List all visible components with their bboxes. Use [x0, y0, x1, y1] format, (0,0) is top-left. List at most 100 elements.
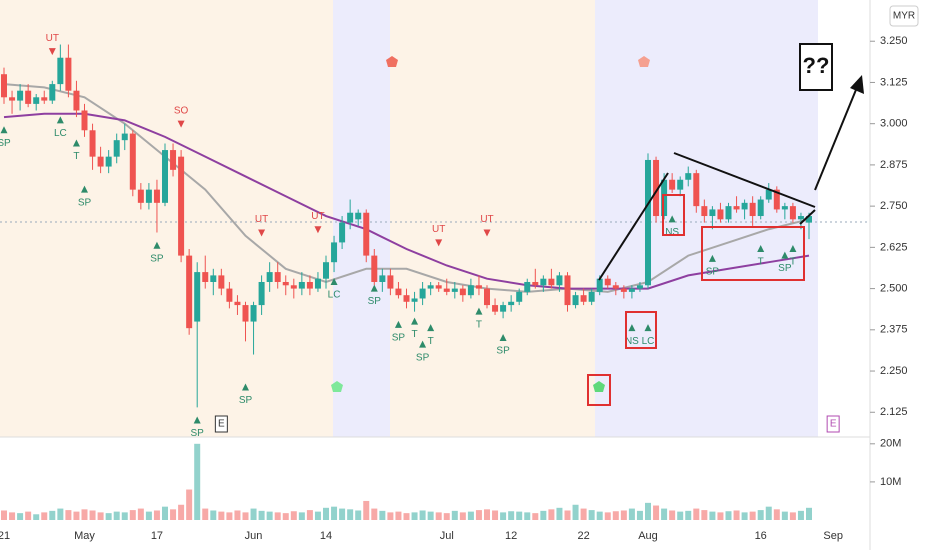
- candle-body: [65, 57, 72, 91]
- candle-body: [564, 275, 571, 306]
- candle-body: [41, 97, 48, 101]
- y2-tick-label: 10M: [880, 476, 901, 488]
- volume-bar: [274, 512, 281, 520]
- signal-label: T: [476, 319, 482, 330]
- candle-body: [500, 305, 507, 312]
- volume-bar: [73, 511, 80, 520]
- candle-body: [596, 278, 603, 292]
- volume-bar: [749, 511, 756, 520]
- volume-bar: [709, 511, 716, 520]
- volume-bar: [685, 510, 692, 520]
- candle-body: [81, 110, 88, 131]
- signal-arrow: [177, 120, 185, 128]
- candle-body: [178, 156, 185, 256]
- signal-arrow: [789, 245, 797, 253]
- volume-bar: [202, 508, 209, 520]
- candle-body: [379, 275, 386, 282]
- volume-bar: [145, 511, 152, 520]
- signal-label: SO: [174, 105, 189, 116]
- volume-bar: [49, 510, 56, 520]
- x-tick-label: May: [74, 530, 95, 542]
- currency-box: [889, 5, 919, 27]
- candle-body: [524, 281, 531, 292]
- candle-body: [162, 150, 168, 203]
- volume-bar: [484, 509, 490, 520]
- signal-label: SP: [191, 428, 205, 439]
- volume-bar: [210, 510, 217, 520]
- volume-bar: [282, 513, 289, 520]
- volume-bar: [435, 512, 442, 520]
- signal-label: UT: [46, 33, 59, 44]
- volume-bar: [89, 510, 96, 520]
- signal-label: SP: [706, 267, 720, 278]
- signal-arrow: [499, 334, 507, 342]
- volume-bar: [226, 512, 233, 520]
- candle-body: [202, 272, 209, 282]
- trend-line: [799, 209, 816, 225]
- y-tick-label: 2.500: [880, 282, 908, 294]
- trend-line: [598, 172, 669, 281]
- volume-bar: [636, 510, 643, 520]
- candle-body: [129, 133, 136, 190]
- x-tick-label: Sep: [823, 530, 843, 542]
- volume-bar: [653, 505, 660, 520]
- signal-label: UT: [480, 214, 493, 225]
- candle-body: [371, 255, 378, 282]
- volume-bar: [757, 510, 764, 520]
- candle-body: [733, 206, 740, 210]
- signal-arrow: [419, 340, 427, 348]
- candle-body: [741, 202, 748, 210]
- x-tick-label: 17: [151, 530, 163, 542]
- volume-bar: [355, 510, 362, 520]
- candle-body: [749, 202, 756, 217]
- candle-body: [677, 179, 684, 190]
- signal-marker: [331, 381, 343, 392]
- signal-label: SP: [778, 263, 792, 274]
- candle-body: [548, 278, 555, 286]
- candle-body: [572, 295, 579, 306]
- volume-bar: [81, 509, 88, 520]
- candle-body: [661, 179, 668, 217]
- volume-bar: [806, 507, 812, 520]
- candle-body: [314, 278, 321, 289]
- volume-bar: [556, 507, 563, 520]
- candle-body: [121, 133, 128, 141]
- volume-bar: [443, 513, 450, 520]
- volume-bar: [178, 504, 185, 520]
- candle-body: [467, 285, 474, 296]
- volume-bar: [797, 510, 804, 520]
- session-shade: [333, 0, 390, 437]
- candle-body: [475, 285, 482, 289]
- volume-bar: [548, 509, 555, 520]
- y-tick-label: 2.250: [880, 365, 908, 377]
- candle-body: [427, 285, 434, 289]
- volume-bar: [725, 511, 732, 520]
- candle-body: [331, 242, 338, 263]
- signal-label: LC: [642, 336, 655, 347]
- y-tick-label: 3.125: [880, 76, 908, 88]
- candle-body: [435, 285, 442, 289]
- volume-bar: [242, 512, 249, 520]
- volume-bar: [588, 510, 595, 520]
- callout-box: [799, 43, 833, 91]
- candle-body: [556, 275, 563, 286]
- candle-body: [1, 74, 7, 98]
- candle-body: [411, 298, 418, 302]
- signal-arrow: [668, 215, 676, 223]
- volume-bar: [194, 443, 201, 520]
- candle-body: [242, 305, 249, 322]
- signal-arrow: [708, 254, 716, 262]
- candle-body: [636, 285, 643, 289]
- volume-bar: [419, 510, 426, 520]
- candle-body: [701, 206, 708, 217]
- event-box: [826, 415, 840, 433]
- candle-body: [540, 278, 547, 286]
- candle-body: [218, 275, 225, 289]
- candle-body: [170, 150, 177, 170]
- candle-body: [653, 159, 660, 217]
- volume-bar: [387, 512, 394, 520]
- volume-bar: [234, 510, 241, 520]
- volume-bar: [403, 513, 410, 520]
- signal-label: SP: [239, 395, 253, 406]
